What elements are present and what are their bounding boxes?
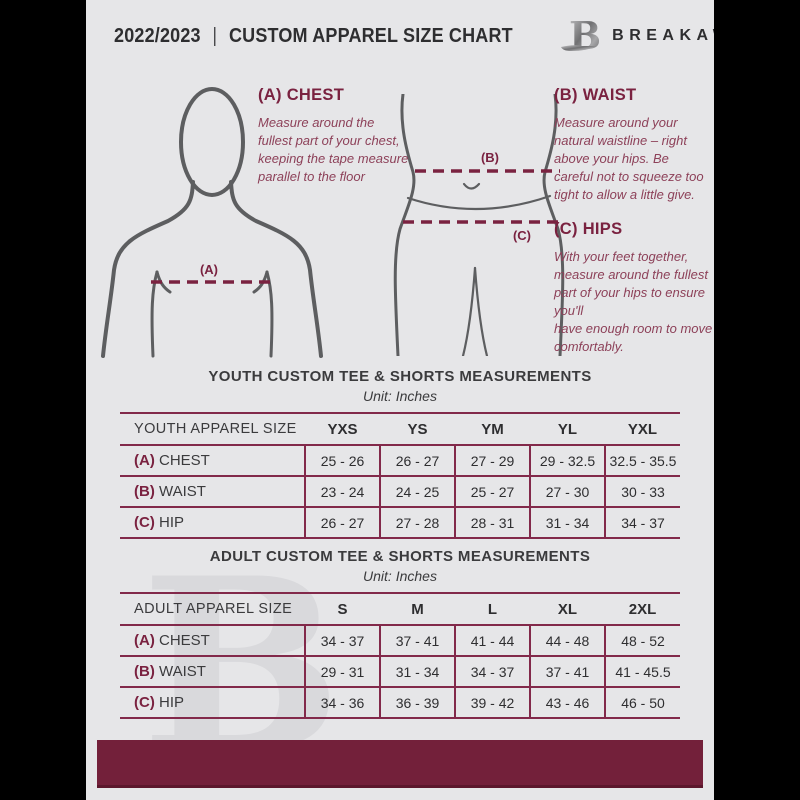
size-table-row-header: ADULT APPAREL SIZE — [134, 601, 293, 617]
measurement-value: 34 - 37 — [454, 656, 530, 687]
measurement-label: (A) CHEST — [134, 632, 210, 649]
measurement-value: 44 - 48 — [529, 625, 605, 656]
measurement-label: (C) HIP — [134, 694, 185, 711]
adult-size-table: ADULT APPAREL SIZE S M L XL 2XL (A) CHEST 34 -… — [120, 592, 680, 719]
measurement-value: 39 - 42 — [454, 687, 530, 718]
measurement-row: (A) CHEST 25 - 26 26 - 27 27 - 29 29 - 32.5 3… — [120, 445, 680, 476]
table-header-row: YOUTH APPAREL SIZE YXS YS YM YL YXL — [120, 413, 680, 445]
measurement-value: 31 - 34 — [379, 656, 455, 687]
measurement-value: 23 - 24 — [304, 476, 380, 507]
size-column-header: M — [411, 600, 424, 618]
measurement-value: 29 - 31 — [304, 656, 380, 687]
measurement-label: (B) WAIST — [134, 483, 206, 500]
measurement-letter: (C) — [134, 694, 155, 711]
measurement-value: 24 - 25 — [379, 476, 455, 507]
title-divider: | — [212, 24, 218, 47]
chest-guide-body: Measure around the fullest part of your … — [258, 115, 409, 184]
torso-diagram: (A) — [101, 87, 323, 358]
youth-table-title: YOUTH CUSTOM TEE & SHORTS MEASUREMENTS — [208, 368, 592, 385]
adult-measurements-section: ADULT CUSTOM TEE & SHORTS MEASUREMENTS U… — [86, 548, 714, 719]
measurement-letter: (B) — [134, 483, 155, 500]
size-table-row-header: YOUTH APPAREL SIZE — [134, 421, 297, 437]
waist-guide-body: Measure around your natural waistline – … — [554, 115, 704, 202]
measurement-value: 25 - 27 — [454, 476, 530, 507]
page-title: CUSTOM APPAREL SIZE CHART — [228, 24, 513, 47]
measurement-value: 34 - 37 — [604, 507, 680, 538]
measurement-label: (C) HIP — [134, 514, 185, 531]
measurement-value: 27 - 30 — [529, 476, 605, 507]
measurement-value: 28 - 31 — [454, 507, 530, 538]
size-column-header: YS — [407, 420, 428, 438]
measurement-letter: (A) — [134, 452, 155, 469]
measurement-row: (A) CHEST 34 - 37 37 - 41 41 - 44 44 - 48 48 … — [120, 625, 680, 656]
measurement-letter: (A) — [134, 632, 155, 649]
masthead: 2022/2023 | CUSTOM APPAREL SIZE CHART B … — [86, 0, 714, 72]
measurement-value: 26 - 27 — [304, 507, 380, 538]
adult-table-title: ADULT CUSTOM TEE & SHORTS MEASUREMENTS — [209, 548, 591, 565]
size-chart-page: B 2022/2023 | CUSTOM APPAREL SIZE CHART … — [86, 0, 714, 800]
measurement-letter: (C) — [134, 514, 155, 531]
measurement-value: 34 - 36 — [304, 687, 380, 718]
chest-guide-heading: (A) CHEST — [258, 86, 345, 104]
hips-line-label: (C) — [513, 228, 531, 243]
size-column-header: YM — [481, 420, 504, 438]
brand-lockup: B BREAKAWAY — [557, 13, 714, 59]
measurement-value: 36 - 39 — [379, 687, 455, 718]
chest-guide: (A) CHEST Measure around the fullest par… — [258, 86, 410, 186]
brand-name: BREAKAWAY — [612, 27, 714, 44]
size-column-header: YXS — [327, 420, 358, 438]
adult-table-unit: Unit: Inches — [363, 568, 437, 584]
size-column-header: YXL — [627, 420, 658, 438]
measurement-value: 37 - 41 — [379, 625, 455, 656]
measurement-value: 25 - 26 — [304, 445, 380, 476]
season-label: 2022/2023 — [114, 24, 201, 47]
hips-guide-heading: (C) HIPS — [554, 220, 623, 238]
footer-bar — [97, 740, 703, 788]
waist-guide: (B) WAIST Measure around your natural wa… — [554, 86, 710, 204]
measurement-value: 34 - 37 — [304, 625, 380, 656]
measurement-value: 41 - 44 — [454, 625, 530, 656]
hips-guide-body: With your feet together, measure around … — [554, 249, 713, 354]
measurement-value: 30 - 33 — [604, 476, 680, 507]
measurement-row: (C) HIP 34 - 36 36 - 39 39 - 42 43 - 46 46 - … — [120, 687, 680, 718]
measurement-label: (B) WAIST — [134, 663, 206, 680]
youth-measurements-section: YOUTH CUSTOM TEE & SHORTS MEASUREMENTS U… — [86, 368, 714, 539]
measurement-letter: (B) — [134, 663, 155, 680]
measurement-value: 31 - 34 — [529, 507, 605, 538]
measurement-value: 32.5 - 35.5 — [604, 445, 680, 476]
measurement-row: (B) WAIST 29 - 31 31 - 34 34 - 37 37 - 41 41 … — [120, 656, 680, 687]
youth-size-table: YOUTH APPAREL SIZE YXS YS YM YL YXL (A) CHEST… — [120, 412, 680, 539]
measurement-value: 26 - 27 — [379, 445, 455, 476]
measurement-value: 27 - 28 — [379, 507, 455, 538]
size-column-header: XL — [557, 600, 578, 618]
size-column-header: S — [337, 600, 348, 618]
measurement-label: (A) CHEST — [134, 452, 210, 469]
measurement-value: 41 - 45.5 — [604, 656, 680, 687]
measurement-value: 43 - 46 — [529, 687, 605, 718]
hips-guide: (C) HIPS With your feet together, measur… — [554, 220, 714, 356]
measurement-value: 46 - 50 — [604, 687, 680, 718]
waist-guide-heading: (B) WAIST — [554, 86, 637, 104]
measurement-value: 29 - 32.5 — [529, 445, 605, 476]
masthead-title: 2022/2023 | CUSTOM APPAREL SIZE CHART — [114, 25, 513, 48]
table-header-row: ADULT APPAREL SIZE S M L XL 2XL — [120, 593, 680, 625]
measurement-value: 48 - 52 — [604, 625, 680, 656]
hips-diagram: (B) (C) — [393, 94, 565, 356]
measurement-row: (B) WAIST 23 - 24 24 - 25 25 - 27 27 - 30 30 … — [120, 476, 680, 507]
measurement-value: 27 - 29 — [454, 445, 530, 476]
size-column-header: YL — [557, 420, 578, 438]
breakaway-logo-icon: B — [561, 13, 601, 58]
chest-line-label: (A) — [200, 262, 218, 277]
measurement-row: (C) HIP 26 - 27 27 - 28 28 - 31 31 - 34 34 - … — [120, 507, 680, 538]
waist-line-label: (B) — [481, 150, 499, 165]
youth-table-unit: Unit: Inches — [363, 388, 437, 404]
size-column-header: L — [487, 600, 498, 618]
svg-text:B: B — [569, 13, 601, 58]
measurement-value: 37 - 41 — [529, 656, 605, 687]
size-column-header: 2XL — [628, 600, 657, 618]
